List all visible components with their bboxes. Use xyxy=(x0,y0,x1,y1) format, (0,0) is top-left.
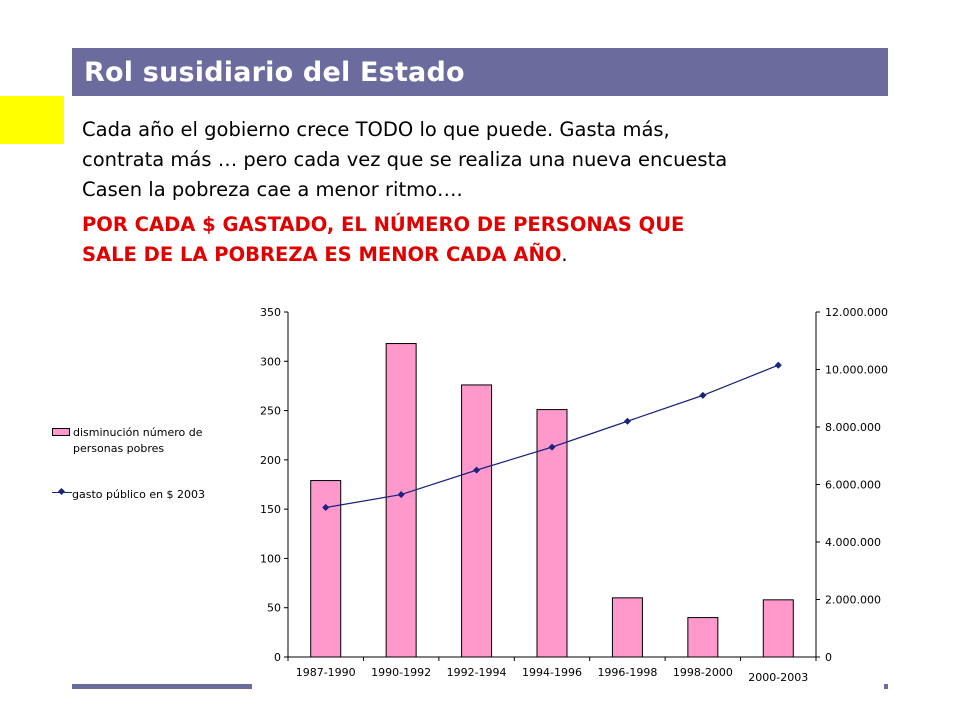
y-tick-label-left: 0 xyxy=(274,651,281,664)
x-tick-label: 1998-2000 xyxy=(673,666,733,679)
legend-label-line: gasto público en $ 2003 xyxy=(72,488,206,501)
emphasis-line-2: SALE DE LA POBREZA ES MENOR CADA AÑO. xyxy=(82,240,902,270)
line-point xyxy=(322,503,330,512)
emphasis-period: . xyxy=(561,243,568,266)
y-tick-label-left: 250 xyxy=(260,405,281,418)
line-point xyxy=(397,491,405,499)
bar xyxy=(687,617,719,658)
y-tick-label-right: 2.000.000 xyxy=(825,594,881,607)
legend-key-line xyxy=(52,487,72,499)
x-tick-label: 1996-1998 xyxy=(597,666,657,679)
y-tick-label-right: 6.000.000 xyxy=(825,479,881,492)
y-tick-label-right: 8.000.000 xyxy=(825,421,881,434)
y-tick-label-right: 0 xyxy=(825,651,832,664)
bar xyxy=(385,343,417,658)
legend-swatch-bars xyxy=(52,428,70,436)
y-tick-label-left: 300 xyxy=(260,355,281,368)
line-point xyxy=(699,391,707,399)
y-tick-label-right: 4.000.000 xyxy=(825,536,881,549)
x-tick-label: 1992-1994 xyxy=(447,666,507,679)
y-tick-label-left: 200 xyxy=(260,454,281,467)
legend-item-bars: disminución número de personas pobres xyxy=(52,425,233,457)
bottom-rule-left xyxy=(72,684,252,689)
bar xyxy=(611,597,643,658)
body-line: Casen la pobreza cae a menor ritmo…. xyxy=(82,178,463,201)
title-bar: Rol susidiario del Estado xyxy=(72,48,888,96)
line-point xyxy=(548,443,556,451)
line-point xyxy=(623,417,631,425)
slide-title: Rol susidiario del Estado xyxy=(84,56,465,88)
x-tick-label: 1994-1996 xyxy=(522,666,582,679)
emphasis-paragraph: POR CADA $ GASTADO, EL NÚMERO DE PERSONA… xyxy=(82,210,902,270)
bar xyxy=(461,384,493,658)
bar xyxy=(536,409,568,658)
line-point xyxy=(774,361,782,369)
y-tick-label-left: 150 xyxy=(260,503,281,516)
y-tick-label-left: 100 xyxy=(260,552,281,565)
y-tick-label-left: 350 xyxy=(260,306,281,319)
x-tick-label: 1987-1990 xyxy=(296,666,356,679)
emphasis-line: SALE DE LA POBREZA ES MENOR CADA AÑO xyxy=(82,243,562,266)
y-tick-label-left: 50 xyxy=(267,602,281,615)
body-line: Cada año el gobierno crece TODO lo que p… xyxy=(82,118,670,141)
x-tick-label: 2000-2003 xyxy=(748,671,808,684)
y-tick-label-right: 10.000.000 xyxy=(825,364,888,377)
emphasis-line: POR CADA $ GASTADO, EL NÚMERO DE PERSONA… xyxy=(82,213,685,236)
body-line: contrata más … pero cada vez que se real… xyxy=(82,148,728,171)
x-tick-label: 1990-1992 xyxy=(371,666,431,679)
legend-label-bars: disminución número de personas pobres xyxy=(73,426,203,455)
bottom-rule-right xyxy=(884,684,888,689)
accent-square xyxy=(0,96,64,144)
y-tick-label-right: 12.000.000 xyxy=(825,306,888,319)
line-point xyxy=(473,466,481,474)
legend-item-line: gasto público en $ 2003 xyxy=(52,487,205,503)
bar xyxy=(762,599,794,658)
body-paragraph: Cada año el gobierno crece TODO lo que p… xyxy=(82,115,902,205)
